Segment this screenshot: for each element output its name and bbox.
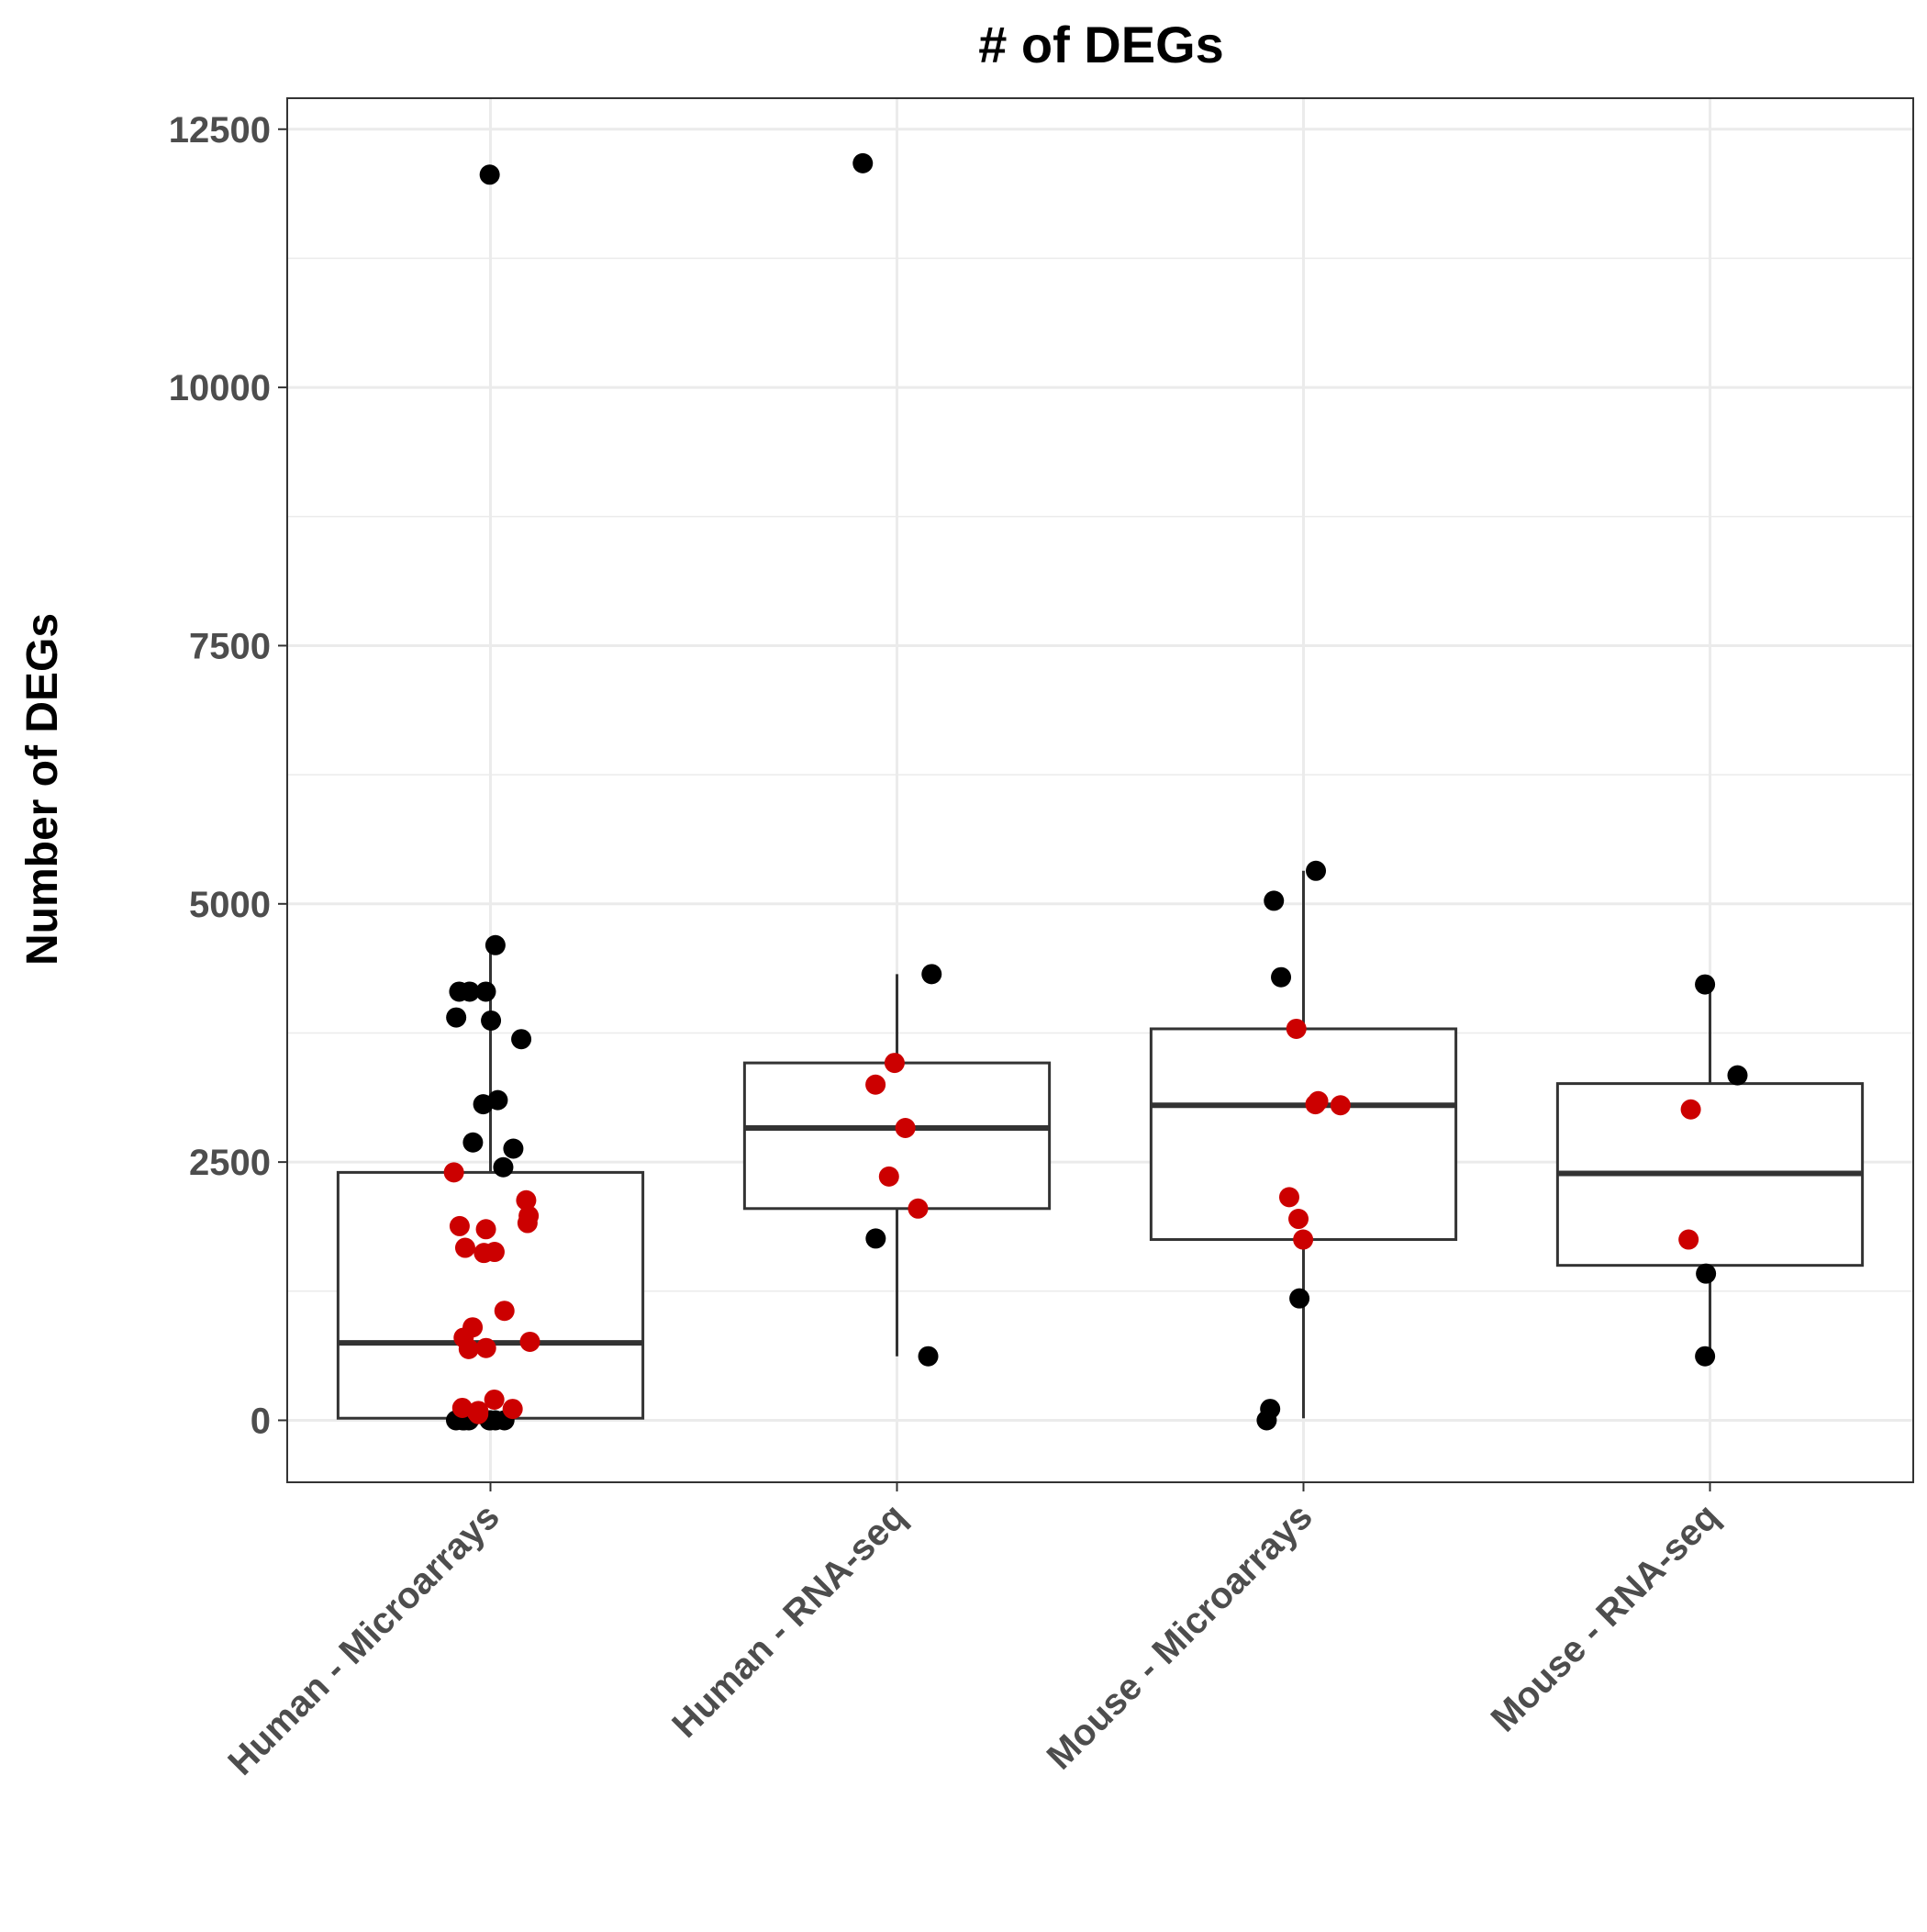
data-point-red bbox=[484, 1242, 505, 1263]
data-point-black bbox=[1727, 1065, 1748, 1086]
data-point-black bbox=[446, 1007, 467, 1028]
box-iqr bbox=[742, 1061, 1052, 1211]
data-point-red bbox=[451, 1397, 473, 1418]
data-point-red bbox=[484, 1389, 505, 1410]
data-point-black bbox=[481, 1010, 502, 1031]
data-point-black bbox=[503, 1138, 524, 1159]
data-point-black bbox=[473, 1094, 494, 1115]
box-iqr bbox=[1149, 1027, 1458, 1242]
data-point-black bbox=[918, 1346, 939, 1367]
data-point-red bbox=[454, 1237, 475, 1258]
data-point-red bbox=[908, 1198, 929, 1219]
y-tick-label: 5000 bbox=[189, 885, 271, 925]
y-tick-label: 7500 bbox=[189, 626, 271, 666]
y-tick-label: 2500 bbox=[189, 1143, 271, 1183]
data-point-black bbox=[459, 981, 480, 1002]
data-point-red bbox=[458, 1338, 479, 1359]
data-point-red bbox=[519, 1331, 540, 1352]
data-point-red bbox=[475, 1337, 496, 1358]
data-point-black bbox=[1695, 1346, 1716, 1367]
data-point-black bbox=[462, 1132, 484, 1153]
data-point-red bbox=[865, 1074, 886, 1095]
data-point-red bbox=[878, 1166, 899, 1187]
data-point-red bbox=[1286, 1018, 1307, 1039]
data-point-red bbox=[449, 1215, 470, 1236]
y-tick-label: 10000 bbox=[169, 368, 271, 408]
box-iqr bbox=[336, 1170, 645, 1420]
data-point-black bbox=[1264, 890, 1285, 911]
data-point-black bbox=[865, 1228, 886, 1249]
data-point-red bbox=[1330, 1095, 1351, 1116]
data-point-red bbox=[475, 1219, 496, 1240]
data-point-red bbox=[1293, 1229, 1314, 1250]
data-point-black bbox=[1695, 974, 1716, 995]
y-axis-label: Number of DEGs bbox=[18, 613, 67, 966]
data-point-red bbox=[1678, 1229, 1699, 1250]
data-point-red bbox=[1680, 1099, 1701, 1120]
data-point-red bbox=[1288, 1209, 1309, 1230]
point-layer bbox=[443, 152, 1748, 1431]
data-point-red bbox=[1305, 1094, 1326, 1115]
data-point-black bbox=[485, 934, 506, 955]
box-layer bbox=[336, 870, 1865, 1421]
data-point-red bbox=[517, 1212, 538, 1234]
chart-title: # of DEGs bbox=[978, 16, 1224, 73]
data-point-black bbox=[921, 964, 942, 985]
data-point-black bbox=[493, 1156, 514, 1178]
data-point-red bbox=[884, 1053, 905, 1074]
data-point-black bbox=[1256, 1410, 1277, 1431]
data-point-red bbox=[516, 1189, 537, 1211]
data-point-black bbox=[1696, 1263, 1717, 1284]
data-point-black bbox=[1289, 1288, 1310, 1309]
y-tick-label: 12500 bbox=[169, 110, 271, 151]
data-point-black bbox=[479, 164, 500, 185]
data-point-red bbox=[895, 1117, 916, 1138]
data-point-red bbox=[502, 1399, 523, 1420]
data-point-red bbox=[468, 1403, 489, 1424]
data-point-black bbox=[511, 1029, 532, 1050]
data-point-red bbox=[494, 1301, 515, 1322]
data-point-red bbox=[1278, 1187, 1299, 1208]
data-point-black bbox=[1306, 860, 1327, 881]
data-point-black bbox=[1271, 966, 1292, 988]
panel-border bbox=[286, 97, 1914, 1483]
data-point-black bbox=[475, 981, 496, 1002]
data-point-black bbox=[852, 152, 874, 173]
y-tick-label: 0 bbox=[251, 1401, 271, 1441]
data-point-red bbox=[443, 1162, 464, 1183]
